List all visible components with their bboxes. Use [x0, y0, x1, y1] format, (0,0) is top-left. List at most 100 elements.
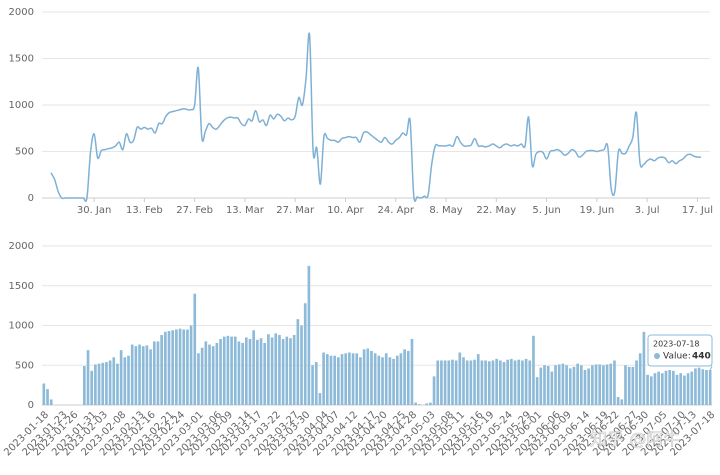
- bar: [167, 331, 171, 405]
- bar: [568, 368, 572, 405]
- bar: [311, 365, 314, 405]
- bar: [635, 360, 638, 405]
- bar: [432, 376, 436, 405]
- bar: [138, 344, 141, 405]
- bar: [447, 360, 451, 405]
- bar: [270, 337, 274, 405]
- bar: [314, 362, 318, 405]
- bar: [535, 377, 539, 405]
- bar: [627, 366, 631, 405]
- bar: [145, 345, 149, 405]
- bar: [303, 303, 307, 405]
- bar: [487, 361, 491, 405]
- bar: [373, 353, 377, 405]
- bar: [105, 362, 108, 405]
- bar: [130, 344, 134, 405]
- x-tick-label: 5. Jun: [532, 205, 560, 216]
- y-tick-label: 500: [15, 360, 34, 371]
- bar: [524, 358, 528, 405]
- bar: [292, 335, 296, 405]
- x-tick-label: 27. Feb: [176, 205, 213, 216]
- bar: [410, 339, 414, 405]
- bar: [362, 349, 366, 405]
- bar: [289, 338, 292, 405]
- bar: [160, 335, 163, 405]
- bar: [233, 336, 237, 405]
- bar: [418, 404, 421, 405]
- bar: [679, 373, 683, 405]
- bar: [543, 365, 546, 405]
- bar: [252, 330, 256, 405]
- bar: [517, 359, 521, 405]
- bar: [171, 330, 175, 405]
- y-tick-label: 1000: [9, 321, 34, 332]
- y-tick-label: 1500: [9, 281, 34, 292]
- bar: [392, 358, 395, 405]
- bar: [348, 352, 351, 405]
- bar: [458, 352, 462, 405]
- bar: [465, 360, 469, 405]
- bar: [222, 336, 226, 405]
- bar: [296, 319, 300, 405]
- bar: [638, 353, 642, 405]
- bar: [498, 360, 502, 405]
- x-tick-label: 13. Mar: [226, 205, 265, 216]
- bar: [219, 339, 222, 405]
- y-tick-label: 2000: [9, 7, 34, 18]
- bar: [609, 363, 613, 405]
- y-tick-label: 1500: [9, 54, 34, 65]
- bar: [241, 342, 244, 405]
- line: [50, 32, 702, 203]
- bar: [49, 399, 53, 405]
- bar: [701, 369, 705, 405]
- x-tick-label: 30. Jan: [77, 205, 112, 216]
- bar: [340, 354, 344, 405]
- bar: [204, 341, 208, 405]
- bar: [579, 365, 583, 405]
- bar: [451, 359, 454, 405]
- bar: [694, 368, 697, 405]
- bar: [46, 389, 49, 405]
- bar: [149, 349, 152, 405]
- bar: [193, 293, 197, 405]
- bar: [370, 350, 373, 405]
- bar: [646, 374, 649, 405]
- bar: [263, 342, 267, 405]
- bar: [97, 363, 101, 405]
- bar: [462, 357, 465, 405]
- y-tick-label: 0: [28, 400, 34, 411]
- bar: [506, 359, 510, 405]
- bar: [546, 366, 550, 405]
- y-tick-label: 500: [15, 147, 34, 158]
- bar: [395, 355, 399, 405]
- bar: [182, 329, 186, 405]
- y-tick-label: 1000: [9, 100, 34, 111]
- bar: [561, 363, 565, 405]
- bar: [484, 360, 487, 405]
- bar: [366, 348, 370, 405]
- bar: [532, 335, 535, 405]
- bar: [649, 376, 653, 405]
- bar: [557, 364, 561, 405]
- bar: [476, 354, 480, 405]
- bar: [572, 366, 576, 405]
- watermark: 知乎 @阿牛: [590, 430, 680, 450]
- bar: [414, 402, 417, 405]
- bar: [337, 357, 340, 405]
- bar: [657, 371, 660, 405]
- bar: [697, 367, 701, 405]
- bar: [469, 360, 473, 405]
- bar: [248, 339, 252, 405]
- x-tick-label: 22. May: [476, 205, 516, 216]
- bar: [406, 350, 410, 405]
- tooltip-pointer: [709, 365, 713, 371]
- bar: [672, 370, 675, 405]
- bar: [226, 335, 230, 405]
- bar: [653, 373, 657, 405]
- y-tick-label: 0: [28, 193, 34, 204]
- bar: [101, 362, 105, 405]
- bar: [528, 360, 532, 405]
- bar: [42, 383, 46, 405]
- bar: [675, 374, 679, 405]
- bar: [322, 352, 325, 405]
